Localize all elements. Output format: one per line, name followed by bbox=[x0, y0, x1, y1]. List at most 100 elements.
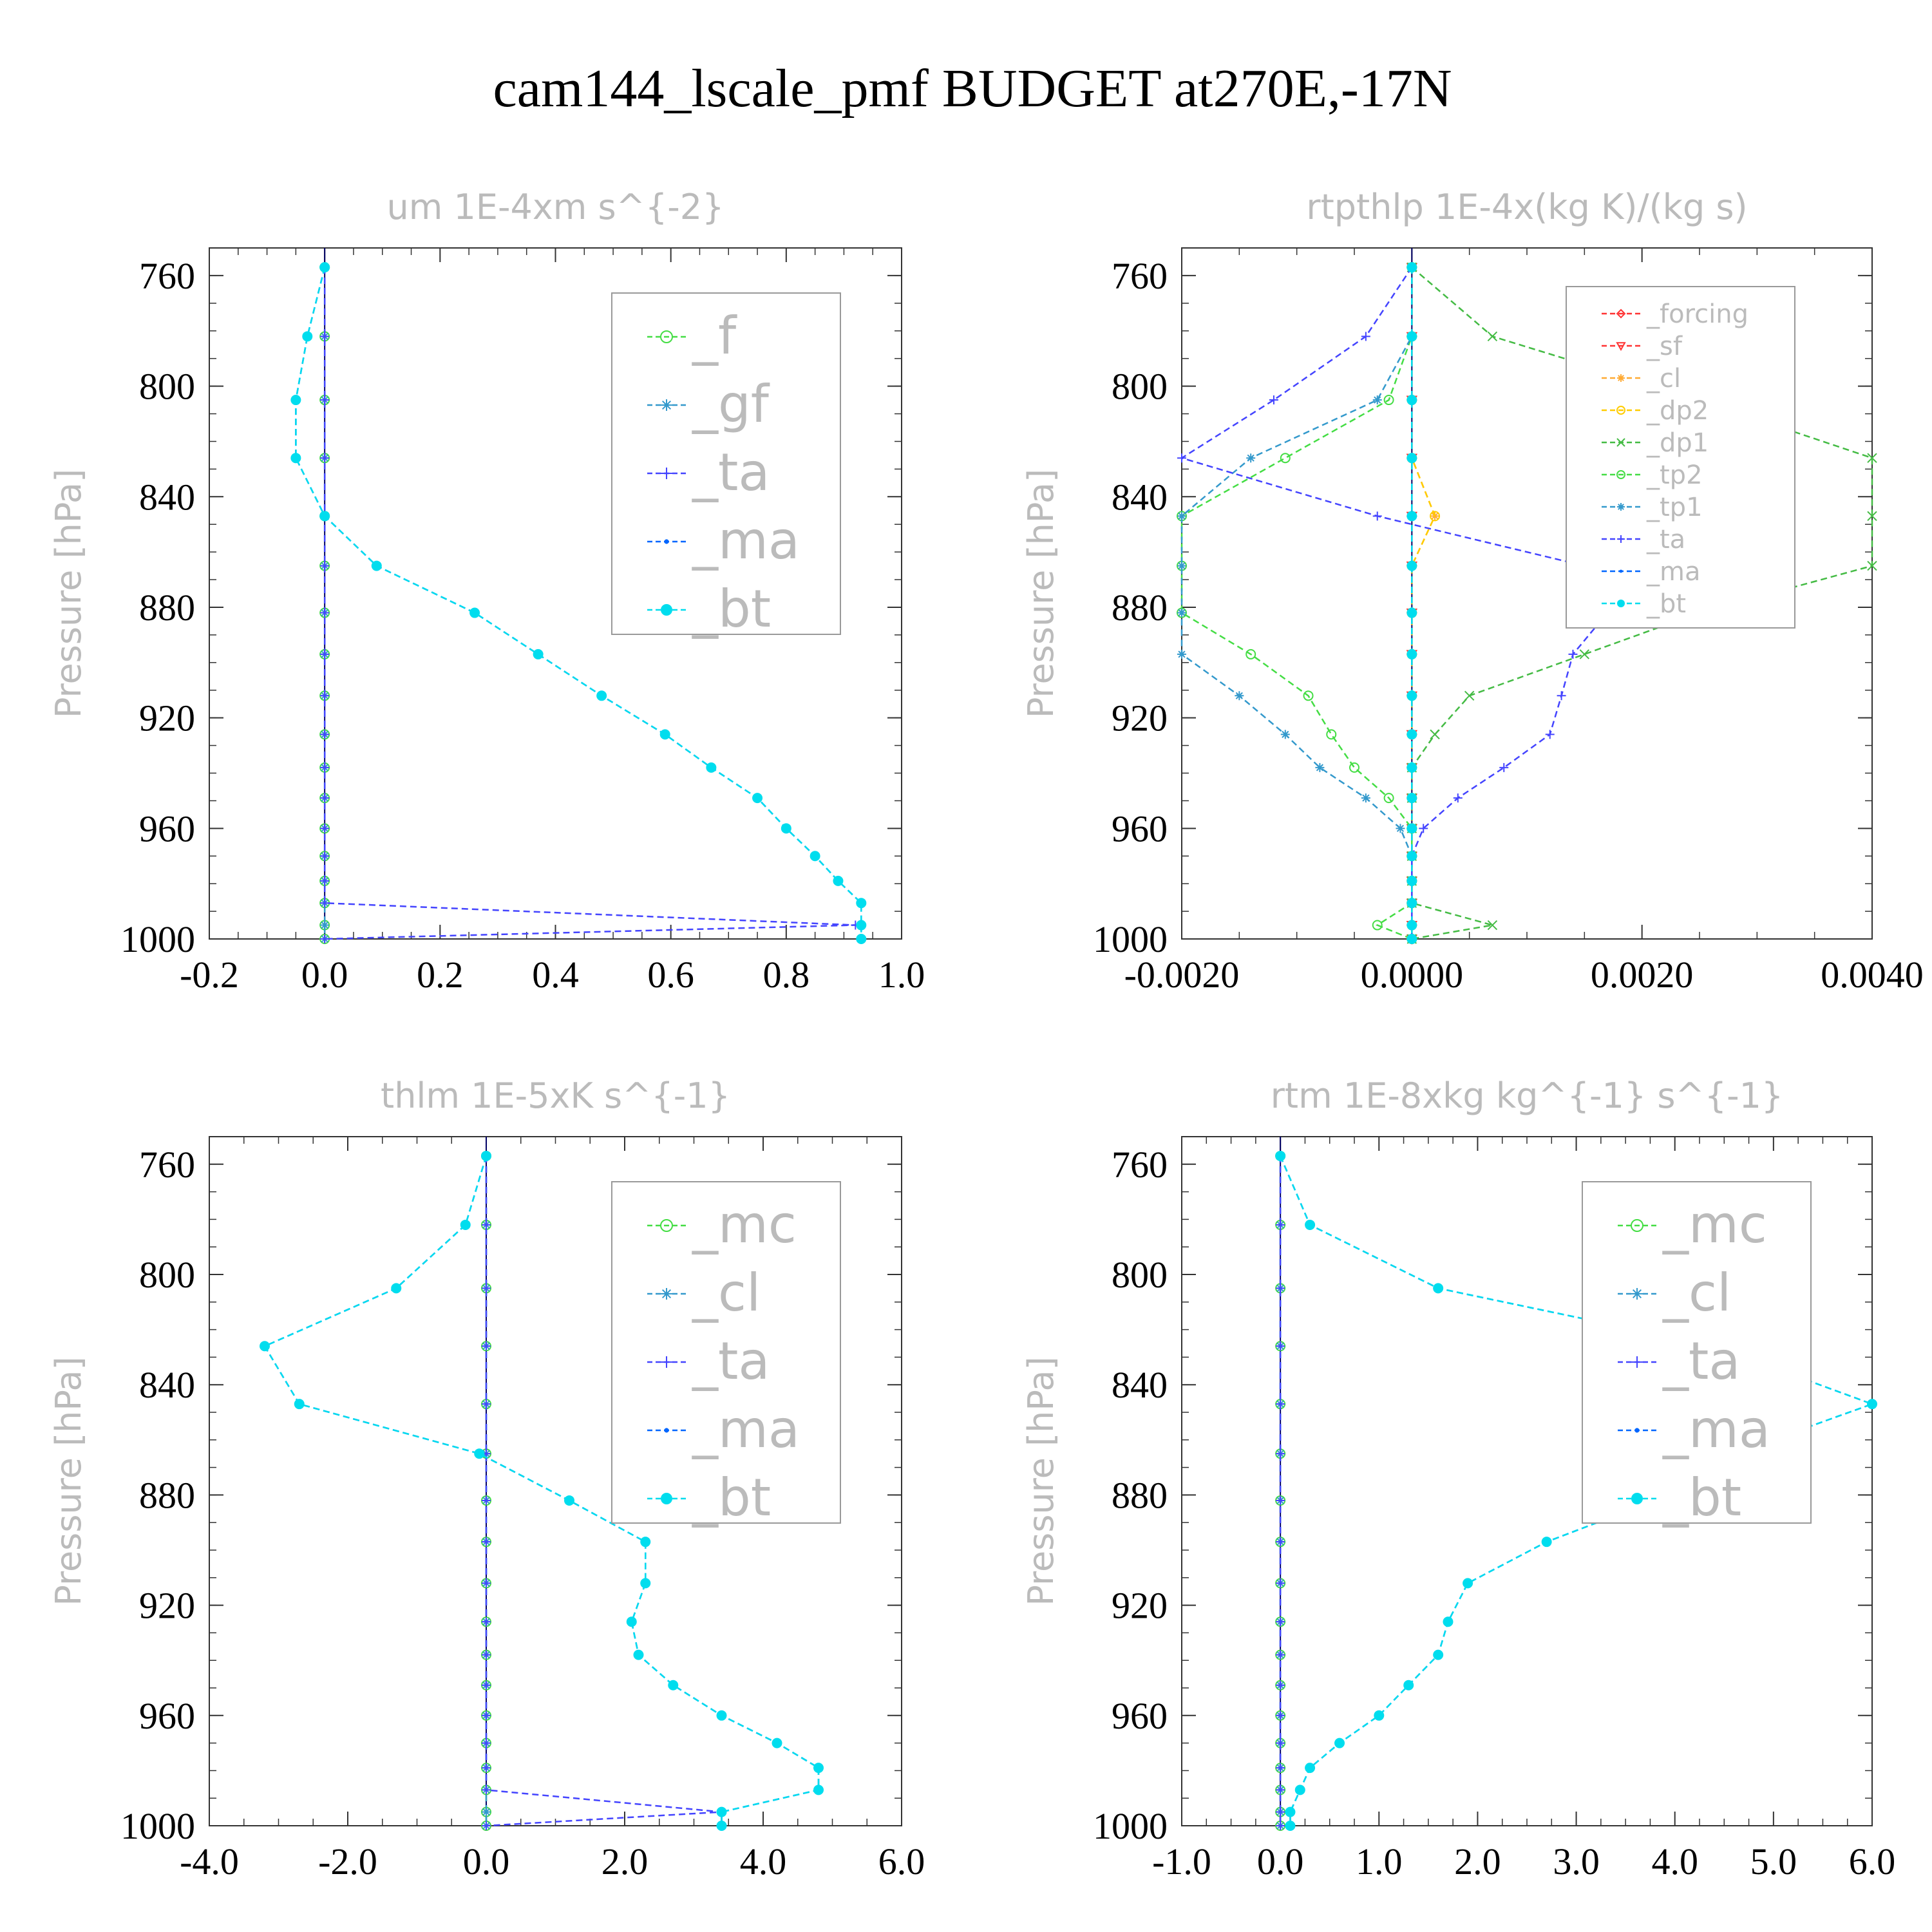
data-point bbox=[320, 851, 330, 861]
legend-label: _bt bbox=[1662, 1468, 1741, 1528]
legend-marker bbox=[1616, 470, 1625, 479]
data-point bbox=[482, 1537, 491, 1547]
data-point bbox=[1383, 395, 1394, 406]
data-point bbox=[1406, 920, 1417, 931]
y-tick-label: 960 bbox=[139, 1695, 195, 1737]
x-tick-label: 2.0 bbox=[1454, 1841, 1501, 1882]
data-point bbox=[1463, 1578, 1473, 1589]
data-point bbox=[482, 1495, 491, 1505]
x-tick-label: 6.0 bbox=[1849, 1841, 1896, 1882]
x-tick-label: 0.0000 bbox=[1361, 954, 1464, 996]
data-point bbox=[1867, 511, 1877, 522]
y-tick-label: 960 bbox=[1112, 808, 1168, 849]
data-point bbox=[320, 395, 330, 405]
series-bt bbox=[290, 262, 867, 944]
data-point bbox=[856, 934, 867, 944]
data-point bbox=[294, 1399, 305, 1410]
data-point bbox=[1579, 649, 1590, 659]
legend-label: _ma bbox=[1662, 1399, 1770, 1459]
series-line bbox=[295, 267, 862, 939]
legend-label: _forcing bbox=[1646, 299, 1748, 329]
x-tick-label: 5.0 bbox=[1750, 1841, 1797, 1882]
data-point bbox=[1545, 730, 1555, 739]
x-tick-label: 4.0 bbox=[1651, 1841, 1698, 1882]
data-point bbox=[1406, 875, 1417, 886]
legend-label: _gf bbox=[692, 374, 770, 434]
data-point bbox=[1177, 561, 1186, 571]
legend-marker bbox=[660, 330, 673, 343]
legend-marker bbox=[1617, 600, 1625, 607]
y-tick-label: 800 bbox=[139, 366, 195, 408]
y-tick-label: 1000 bbox=[1093, 1805, 1168, 1847]
data-point bbox=[813, 1763, 824, 1774]
data-point bbox=[1568, 649, 1578, 659]
y-axis-label: Pressure [hPa] bbox=[48, 1356, 89, 1605]
x-tick-label: -1.0 bbox=[1152, 1841, 1211, 1882]
data-point bbox=[1406, 649, 1417, 659]
legend-label: _ma bbox=[692, 511, 800, 571]
data-point bbox=[1383, 793, 1394, 804]
data-point bbox=[482, 1220, 491, 1229]
data-point bbox=[659, 729, 670, 740]
data-point bbox=[1177, 453, 1186, 463]
data-point bbox=[481, 1150, 491, 1161]
x-tick-label: 0.0 bbox=[301, 954, 348, 996]
data-point bbox=[1276, 1763, 1285, 1773]
data-point bbox=[813, 1785, 824, 1795]
data-point bbox=[1276, 1399, 1285, 1409]
data-point bbox=[833, 875, 844, 886]
data-point bbox=[1406, 762, 1417, 773]
legend-marker bbox=[664, 1428, 669, 1433]
data-point bbox=[1557, 691, 1566, 701]
data-point bbox=[1372, 395, 1382, 405]
series-bt bbox=[260, 1150, 824, 1831]
y-axis-label: Pressure [hPa] bbox=[48, 469, 89, 718]
data-point bbox=[1276, 1537, 1285, 1547]
series-line bbox=[323, 267, 856, 940]
legend-marker bbox=[661, 468, 672, 479]
panel-title: thlm 1E-5xK s^{-1} bbox=[381, 1075, 730, 1116]
legend-label: _bt bbox=[692, 579, 771, 639]
data-point bbox=[1464, 690, 1475, 701]
x-tick-label: 2.0 bbox=[601, 1841, 649, 1882]
data-point bbox=[856, 898, 867, 909]
data-point bbox=[1406, 793, 1417, 804]
y-tick-label: 920 bbox=[139, 1585, 195, 1627]
series-tp1 bbox=[1177, 263, 1417, 943]
legend-label: _sf bbox=[1646, 332, 1683, 361]
data-point bbox=[320, 793, 330, 803]
x-tick-label: -2.0 bbox=[318, 1841, 377, 1882]
data-point bbox=[1433, 1649, 1444, 1660]
data-point bbox=[482, 1341, 491, 1351]
data-point bbox=[320, 691, 330, 701]
data-point bbox=[1276, 1650, 1285, 1660]
data-point bbox=[320, 453, 330, 463]
y-tick-label: 960 bbox=[1112, 1695, 1168, 1737]
data-point bbox=[706, 762, 717, 773]
panel-4: rtm 1E-8xkg kg^{-1} s^{-1} Pressure [hPa]… bbox=[1021, 1075, 1895, 1882]
legend-box bbox=[611, 1181, 841, 1524]
data-point bbox=[1303, 690, 1314, 701]
y-tick-label: 1000 bbox=[1093, 918, 1168, 960]
data-point bbox=[596, 690, 607, 701]
series-line bbox=[485, 1156, 722, 1827]
x-tick-label: 3.0 bbox=[1553, 1841, 1600, 1882]
legend-label: _cl bbox=[1662, 1263, 1731, 1323]
legend-label: _bt bbox=[1646, 589, 1686, 619]
legend-marker bbox=[1631, 1356, 1643, 1368]
data-point bbox=[1499, 762, 1509, 772]
y-tick-label: 880 bbox=[1112, 1474, 1168, 1516]
data-point bbox=[1541, 1537, 1552, 1548]
data-point bbox=[482, 1807, 491, 1817]
data-point bbox=[469, 607, 480, 618]
x-tick-label: 6.0 bbox=[878, 1841, 925, 1882]
data-point bbox=[1235, 691, 1244, 701]
y-tick-label: 800 bbox=[1112, 366, 1168, 408]
y-tick-label: 840 bbox=[1112, 476, 1168, 518]
data-point bbox=[371, 560, 382, 571]
y-tick-label: 840 bbox=[139, 1364, 195, 1406]
data-point bbox=[1406, 453, 1417, 464]
data-point bbox=[564, 1495, 574, 1506]
legend-label: _tp1 bbox=[1646, 493, 1703, 522]
